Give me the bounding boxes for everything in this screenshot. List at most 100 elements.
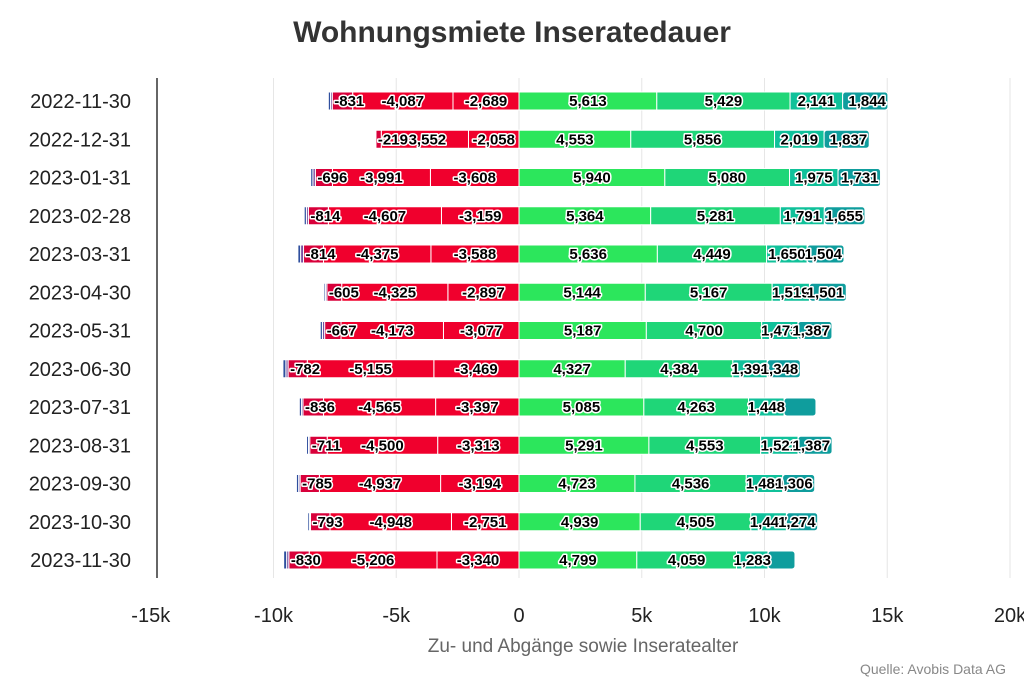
data-label: -3,552 [404,131,447,148]
data-label: 1,504 [804,246,842,263]
data-label: 4,799 [559,552,597,569]
y-tick-label: 2023-08-31 [29,435,131,457]
data-label: -2,897 [462,284,505,301]
y-tick-label: 2023-03-31 [29,244,131,266]
bar-segment [808,282,847,302]
data-label: 4,553 [686,437,724,454]
data-label: 4,700 [685,323,723,340]
data-label: -2,751 [464,514,507,531]
data-label: 1,448 [747,399,785,416]
bar-segment [823,206,866,226]
data-label: -3,588 [454,246,497,263]
x-tick-label: 20k [994,605,1024,627]
data-label: 5,080 [708,170,746,187]
bar-segment [785,512,819,532]
data-label: -711 [312,437,341,454]
data-label: -4,565 [358,399,401,416]
y-tick-label: 2023-04-30 [29,282,131,304]
bar-segment [306,435,310,455]
data-label: 4,536 [672,476,710,493]
data-label: -814 [310,208,341,225]
data-label: 5,167 [690,284,728,301]
data-label: 1,650 [768,246,806,263]
data-label: 1,473 [761,323,799,340]
data-label: 4,384 [660,361,698,378]
data-label: 5,187 [564,323,602,340]
bar-segment [307,512,311,532]
bar-segment [767,550,796,570]
x-tick-label: -5k [382,605,411,627]
bar-segment [823,129,870,149]
y-tick-label: 2023-01-31 [29,168,131,190]
data-label: 2,019 [781,131,819,148]
bar-segment [837,168,882,187]
data-label: -3,313 [457,437,500,454]
data-labels: -2,689 -4,087 -831 5,613 5,429 2,141 1,844 -2,0… [289,92,888,571]
data-label: -4,173 [371,323,414,340]
data-label: -4,948 [369,514,412,531]
data-label: -4,937 [359,476,402,493]
data-label: 5,429 [705,93,743,110]
data-label: 1,387 [793,437,831,454]
data-label: 1,655 [825,208,863,225]
data-label: -2,689 [465,93,508,110]
bar-segment [842,91,889,111]
data-label: 1,274 [778,514,816,531]
bar-segment [282,359,287,379]
data-label: 5,613 [569,93,607,110]
data-label: -667 [327,323,357,340]
data-label: -605 [329,284,359,301]
data-label: -830 [291,552,321,569]
bar-segment [295,474,300,493]
data-label: 5,144 [563,284,601,301]
data-label: -3,991 [360,170,403,187]
y-tick-label: 2023-06-30 [29,359,131,381]
bar-segment [319,321,323,340]
y-tick-label: 2023-07-31 [29,397,131,419]
data-label: 5,856 [684,131,722,148]
data-label: 1,447 [750,514,788,531]
y-tick-label: 2023-02-28 [29,206,131,228]
y-tick-label: 2022-12-31 [29,129,131,151]
data-label: -4,500 [361,437,404,454]
data-label: 1,348 [761,361,799,378]
data-label: -831 [334,93,364,110]
data-label: 1,519 [772,284,810,301]
data-label: -696 [317,170,347,187]
data-label: -3,159 [459,208,502,225]
data-label: -2,058 [472,131,515,148]
bar-segment [797,321,833,340]
data-label: 2,141 [798,93,836,110]
bar-segment [297,244,302,264]
x-tick-label: 15k [871,605,904,627]
data-label: -814 [306,246,337,263]
data-label: 4,723 [558,476,596,493]
bar-segment [327,91,332,111]
bars [282,91,889,570]
data-label: 1,398 [731,361,769,378]
x-tick-label: -10k [254,605,294,627]
bar-segment [323,282,326,302]
data-label: -793 [313,514,343,531]
data-label: -5,155 [349,361,392,378]
bar-segment [373,129,376,149]
data-label: 5,281 [697,208,735,225]
data-label: 1,731 [841,170,879,187]
data-label: 1,975 [795,170,833,187]
data-label: 1,306 [775,476,813,493]
bar-segment [797,435,833,455]
data-label: 1,521 [761,437,799,454]
data-label: -4,375 [356,246,399,263]
bar-segment [310,168,314,187]
data-label: -3,608 [453,170,496,187]
bar-segment [783,397,817,417]
data-label: -4,087 [382,93,425,110]
data-label: 1,791 [784,208,822,225]
x-tick-label: 10k [748,605,781,627]
y-tick-labels: 2022-11-30 2022-12-31 2023-01-31 2023-02-28… [29,91,131,572]
data-label: -4,607 [364,208,407,225]
x-tick-label: 5k [631,605,653,627]
data-label: -5,206 [352,552,395,569]
data-label: 4,059 [668,552,706,569]
bar-segment [806,244,845,264]
